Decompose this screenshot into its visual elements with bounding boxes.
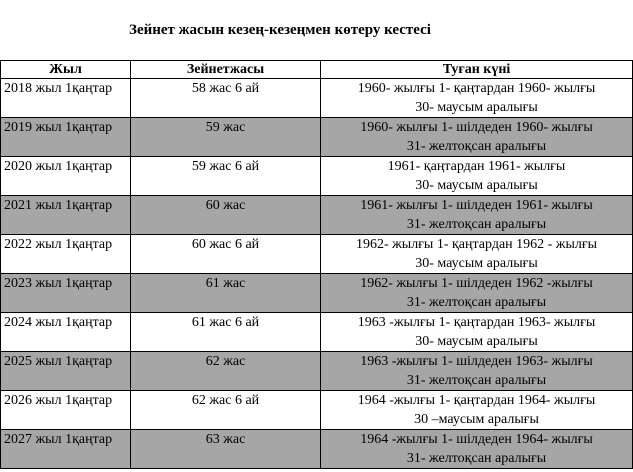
table-row: 2018 жыл 1қаңтар 58 жас 6 ай 1960- жылғы…: [0, 78, 633, 118]
birth-range-line: 31- желтоқсан аралығы: [406, 217, 547, 232]
cell-birth-date: 1963 -жылғы 1- қаңтардан 1963- жылғы 30-…: [320, 312, 633, 352]
cell-year: 2026 жыл 1қаңтар: [0, 390, 131, 430]
cell-age: 62 жас: [130, 351, 321, 391]
cell-birth-date: 1961- қаңтардан 1961- жылғы 30- маусым а…: [320, 156, 633, 196]
cell-year: 2023 жыл 1қаңтар: [0, 273, 131, 313]
cell-year: 2027 жыл 1қаңтар: [0, 429, 131, 469]
cell-birth-date: 1960- жылғы 1- қаңтардан 1960- жылғы 30-…: [320, 78, 633, 118]
birth-range-line: 1962- жылғы 1- шілдеден 1962 -жылғы: [360, 276, 593, 291]
birth-range-line: 1960- жылғы 1- қаңтардан 1960- жылғы: [357, 81, 596, 96]
cell-year: 2018 жыл 1қаңтар: [0, 78, 131, 118]
cell-year: 2022 жыл 1қаңтар: [0, 234, 131, 274]
header-year: Жыл: [0, 60, 131, 79]
table-row: 2021 жыл 1қаңтар 60 жас 1961- жылғы 1- ш…: [0, 195, 633, 235]
cell-age: 59 жас: [130, 117, 321, 157]
table-row: 2025 жыл 1қаңтар 62 жас 1963 -жылғы 1- ш…: [0, 351, 633, 391]
cell-year: 2025 жыл 1қаңтар: [0, 351, 131, 391]
cell-age: 60 жас: [130, 195, 321, 235]
cell-birth-date: 1963 -жылғы 1- шілдеден 1963- жылғы 31- …: [320, 351, 633, 391]
cell-year: 2021 жыл 1қаңтар: [0, 195, 131, 235]
cell-birth-date: 1961- жылғы 1- шілдеден 1961- жылғы 31- …: [320, 195, 633, 235]
cell-age: 62 жас 6 ай: [130, 390, 321, 430]
birth-range-line: 30 –маусым аралығы: [414, 412, 539, 427]
table-row: 2020 жыл 1қаңтар 59 жас 6 ай 1961- қаңта…: [0, 156, 633, 196]
cell-year: 2019 жыл 1қаңтар: [0, 117, 131, 157]
table-row: 2023 жыл 1қаңтар 61 жас 1962- жылғы 1- ш…: [0, 273, 633, 313]
table-row: 2027 жыл 1қаңтар 63 жас 1964 -жылғы 1- ш…: [0, 429, 633, 469]
header-row: Жыл Зейнетжасы Туған күні: [0, 60, 633, 79]
birth-range-line: 30- маусым аралығы: [415, 178, 538, 193]
table-row: 2026 жыл 1қаңтар 62 жас 6 ай 1964 -жылғы…: [0, 390, 633, 430]
birth-range-line: 1961- қаңтардан 1961- жылғы: [387, 159, 566, 174]
birth-range-line: 1961- жылғы 1- шілдеден 1961- жылғы: [360, 198, 593, 213]
birth-range-line: 1962- жылғы 1- қаңтардан 1962 - жылғы: [355, 237, 598, 252]
page-title: Зейнет жасын кезең-кезеңмен көтеру кесте…: [129, 22, 431, 38]
cell-year: 2020 жыл 1қаңтар: [0, 156, 131, 196]
birth-range-line: 1964 -жылғы 1- қаңтардан 1964- жылғы: [357, 393, 596, 408]
table-row: 2024 жыл 1қаңтар 61 жас 6 ай 1963 -жылғы…: [0, 312, 633, 352]
cell-birth-date: 1964 -жылғы 1- қаңтардан 1964- жылғы 30 …: [320, 390, 633, 430]
table-row: 2022 жыл 1қаңтар 60 жас 6 ай 1962- жылғы…: [0, 234, 633, 274]
retirement-age-table: Жыл Зейнетжасы Туған күні 2018 жыл 1қаңт…: [0, 60, 633, 469]
birth-range-line: 1963 -жылғы 1- шілдеден 1963- жылғы: [360, 354, 593, 369]
cell-birth-date: 1962- жылғы 1- шілдеден 1962 -жылғы 31- …: [320, 273, 633, 313]
cell-age: 59 жас 6 ай: [130, 156, 321, 196]
birth-range-line: 1963 -жылғы 1- қаңтардан 1963- жылғы: [357, 315, 596, 330]
birth-range-line: 30- маусым аралығы: [415, 256, 538, 271]
birth-range-line: 1964 -жылғы 1- шілдеден 1964- жылғы: [360, 432, 593, 447]
header-birth-date: Туған күні: [320, 60, 633, 79]
birth-range-line: 31- желтоқсан аралығы: [406, 451, 547, 466]
table-body: 2018 жыл 1қаңтар 58 жас 6 ай 1960- жылғы…: [0, 78, 633, 469]
birth-range-line: 31- желтоқсан аралығы: [406, 295, 547, 310]
birth-range-line: 30- маусым аралығы: [415, 334, 538, 349]
cell-birth-date: 1962- жылғы 1- қаңтардан 1962 - жылғы 30…: [320, 234, 633, 274]
cell-age: 61 жас 6 ай: [130, 312, 321, 352]
birth-range-line: 31- желтоқсан аралығы: [406, 139, 547, 154]
table-header: Жыл Зейнетжасы Туған күні: [0, 60, 633, 79]
birth-range-line: 30- маусым аралығы: [415, 100, 538, 115]
cell-age: 60 жас 6 ай: [130, 234, 321, 274]
header-retirement-age: Зейнетжасы: [130, 60, 321, 79]
cell-age: 63 жас: [130, 429, 321, 469]
cell-age: 58 жас 6 ай: [130, 78, 321, 118]
cell-year: 2024 жыл 1қаңтар: [0, 312, 131, 352]
birth-range-line: 31- желтоқсан аралығы: [406, 373, 547, 388]
cell-birth-date: 1960- жылғы 1- шілдеден 1960- жылғы 31- …: [320, 117, 633, 157]
birth-range-line: 1960- жылғы 1- шілдеден 1960- жылғы: [360, 120, 593, 135]
table-row: 2019 жыл 1қаңтар 59 жас 1960- жылғы 1- ш…: [0, 117, 633, 157]
cell-age: 61 жас: [130, 273, 321, 313]
cell-birth-date: 1964 -жылғы 1- шілдеден 1964- жылғы 31- …: [320, 429, 633, 469]
